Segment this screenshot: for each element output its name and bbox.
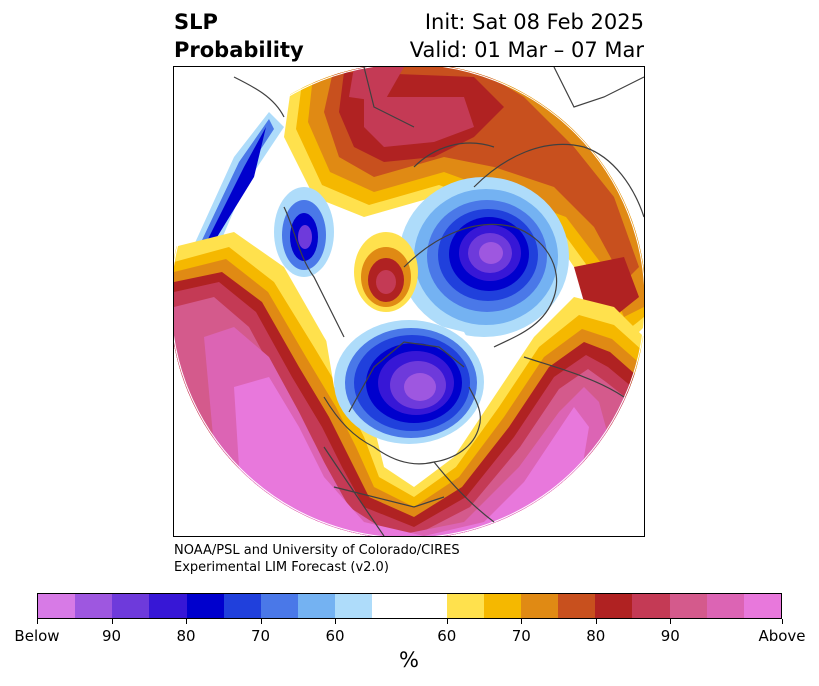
colorbar-segment: [260, 594, 299, 618]
colorbar-tick-label: 60: [437, 627, 457, 645]
colorbar-tick-label: 70: [250, 627, 271, 645]
colorbar-segment: [38, 594, 76, 618]
colorbar-segment: [223, 594, 261, 618]
arctic-above-region: [354, 232, 418, 312]
colorbar-tick-label: 90: [660, 627, 680, 645]
colorbar-segment: [446, 594, 484, 618]
colorbar-tick-mark: [446, 619, 448, 624]
credit-text: NOAA/PSL and University of Colorado/CIRE…: [174, 542, 460, 576]
init-date: Init: Sat 08 Feb 2025: [424, 10, 644, 34]
north-pacific-below-region: [184, 112, 334, 277]
slp-probability-map: [174, 67, 644, 536]
colorbar-tick-label: 90: [101, 627, 122, 645]
colorbar-tick-label: 80: [586, 627, 606, 645]
credit-line-2: Experimental LIM Forecast (v2.0): [174, 560, 389, 575]
colorbar-tick-label: 60: [325, 627, 345, 645]
siberia-below-region: [399, 177, 569, 337]
colorbar-segment: [632, 594, 670, 618]
colorbar-tick-label: 70: [511, 627, 531, 645]
colorbar-segment: [372, 594, 447, 618]
colorbar-segment: [335, 594, 373, 618]
colorbar-tick-mark: [260, 619, 262, 624]
colorbar-tick-label: Above: [758, 627, 806, 645]
map-title: SLP Probability: [174, 8, 304, 64]
colorbar-segment: [558, 594, 596, 618]
credit-line-1: NOAA/PSL and University of Colorado/CIRE…: [174, 543, 460, 558]
colorbar: [37, 593, 782, 619]
title-line-1: SLP: [174, 10, 218, 34]
colorbar-tick-mark: [521, 619, 523, 624]
colorbar-segment: [743, 594, 782, 618]
map-panel: [173, 66, 645, 537]
colorbar-segment: [706, 594, 744, 618]
colorbar-tick-mark: [335, 619, 336, 624]
colorbar-segment: [669, 594, 707, 618]
colorbar-tick-mark: [670, 619, 672, 624]
colorbar-segment: [521, 594, 559, 618]
colorbar-unit: %: [399, 648, 419, 672]
forecast-dates: Init: Sat 08 Feb 2025 Valid: 01 Mar – 07…: [410, 8, 644, 64]
colorbar-tick-mark: [186, 619, 187, 624]
colorbar-tick-mark: [595, 619, 597, 624]
north-pacific-above-region: [174, 232, 644, 536]
colorbar-tick-mark: [782, 619, 783, 624]
title-line-2: Probability: [174, 38, 304, 62]
valid-date: Valid: 01 Mar – 07 Mar: [409, 38, 644, 62]
colorbar-segment: [75, 594, 113, 618]
colorbar-segment: [112, 594, 150, 618]
colorbar-tick-label: Below: [14, 627, 60, 645]
colorbar-tick-label: 80: [176, 627, 196, 645]
coastlines: [233, 67, 644, 536]
colorbar-segment: [186, 594, 224, 618]
colorbar-tick-mark: [111, 619, 113, 624]
colorbar-segment: [149, 594, 187, 618]
colorbar-tick-mark: [37, 619, 38, 624]
colorbar-segment: [298, 594, 336, 618]
colorbar-segment: [483, 594, 522, 618]
colorbar-segment: [595, 594, 633, 618]
